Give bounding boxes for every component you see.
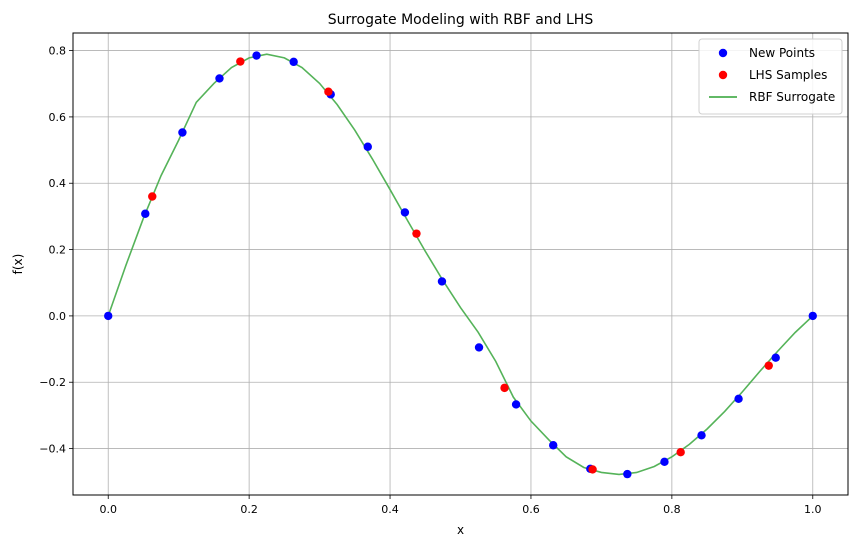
new-points-point bbox=[178, 128, 187, 137]
new-points-point bbox=[215, 74, 224, 83]
new-points-point bbox=[734, 394, 743, 404]
new-points-point bbox=[511, 400, 521, 409]
new-points-point bbox=[549, 441, 558, 450]
y-axis-label: f(x) bbox=[11, 254, 25, 275]
lhs-samples-point bbox=[148, 192, 157, 201]
new-points-point bbox=[771, 353, 780, 362]
new-points-point bbox=[437, 277, 447, 286]
new-points-point bbox=[400, 208, 410, 217]
new-points-point bbox=[141, 209, 150, 218]
legend-label-lhs-samples: LHS Samples bbox=[749, 68, 827, 82]
x-axis-ticks: 0.0 0.2 0.4 0.6 0.8 1.0 bbox=[99, 495, 822, 516]
x-tick-label: 0.0 bbox=[99, 503, 117, 516]
new-points-point bbox=[252, 51, 261, 60]
y-tick-label: −0.2 bbox=[39, 376, 66, 389]
y-axis-ticks: −0.4 −0.2 0.0 0.2 0.4 0.6 0.8 bbox=[39, 45, 73, 456]
new-points-point bbox=[808, 311, 817, 321]
lhs-samples-point bbox=[764, 361, 773, 370]
x-tick-label: 0.8 bbox=[663, 503, 681, 516]
lhs-samples-point bbox=[500, 383, 509, 393]
y-tick-label: −0.4 bbox=[39, 443, 66, 456]
x-tick-label: 0.4 bbox=[381, 503, 399, 516]
lhs-samples-point bbox=[324, 87, 333, 96]
legend: New Points LHS Samples RBF Surrogate bbox=[698, 38, 843, 115]
new-points-point bbox=[697, 431, 706, 440]
legend-label-rbf-surrogate: RBF Surrogate bbox=[749, 90, 835, 104]
rbf-surrogate-line bbox=[107, 53, 814, 476]
new-points-point bbox=[104, 311, 113, 321]
legend-swatch-lhs-samples bbox=[718, 70, 728, 80]
axes-frame bbox=[72, 32, 849, 496]
new-points-point bbox=[660, 457, 669, 467]
legend-swatch-new-points bbox=[718, 48, 728, 58]
y-tick-label: 0.4 bbox=[49, 177, 67, 190]
new-points-point bbox=[289, 57, 298, 67]
chart-title: Surrogate Modeling with RBF and LHS bbox=[328, 12, 594, 28]
lhs-samples-point bbox=[236, 57, 245, 66]
x-tick-label: 0.6 bbox=[522, 503, 540, 516]
new-points-point bbox=[363, 142, 372, 151]
new-points-point bbox=[474, 343, 484, 352]
legend-label-new-points: New Points bbox=[749, 46, 815, 60]
lhs-samples-point bbox=[412, 229, 421, 238]
y-tick-label: 0.2 bbox=[49, 244, 67, 257]
new-points-point bbox=[623, 469, 632, 479]
x-tick-label: 1.0 bbox=[804, 503, 822, 516]
legend-box bbox=[698, 38, 843, 115]
x-axis-label: x bbox=[457, 523, 464, 537]
y-tick-label: 0.6 bbox=[49, 111, 67, 124]
lhs-samples-point bbox=[676, 448, 685, 457]
x-tick-label: 0.2 bbox=[240, 503, 258, 516]
y-tick-label: 0.8 bbox=[49, 45, 67, 58]
y-tick-label: 0.0 bbox=[49, 310, 67, 323]
lhs-samples-point bbox=[588, 465, 597, 474]
plot-area bbox=[104, 51, 817, 479]
